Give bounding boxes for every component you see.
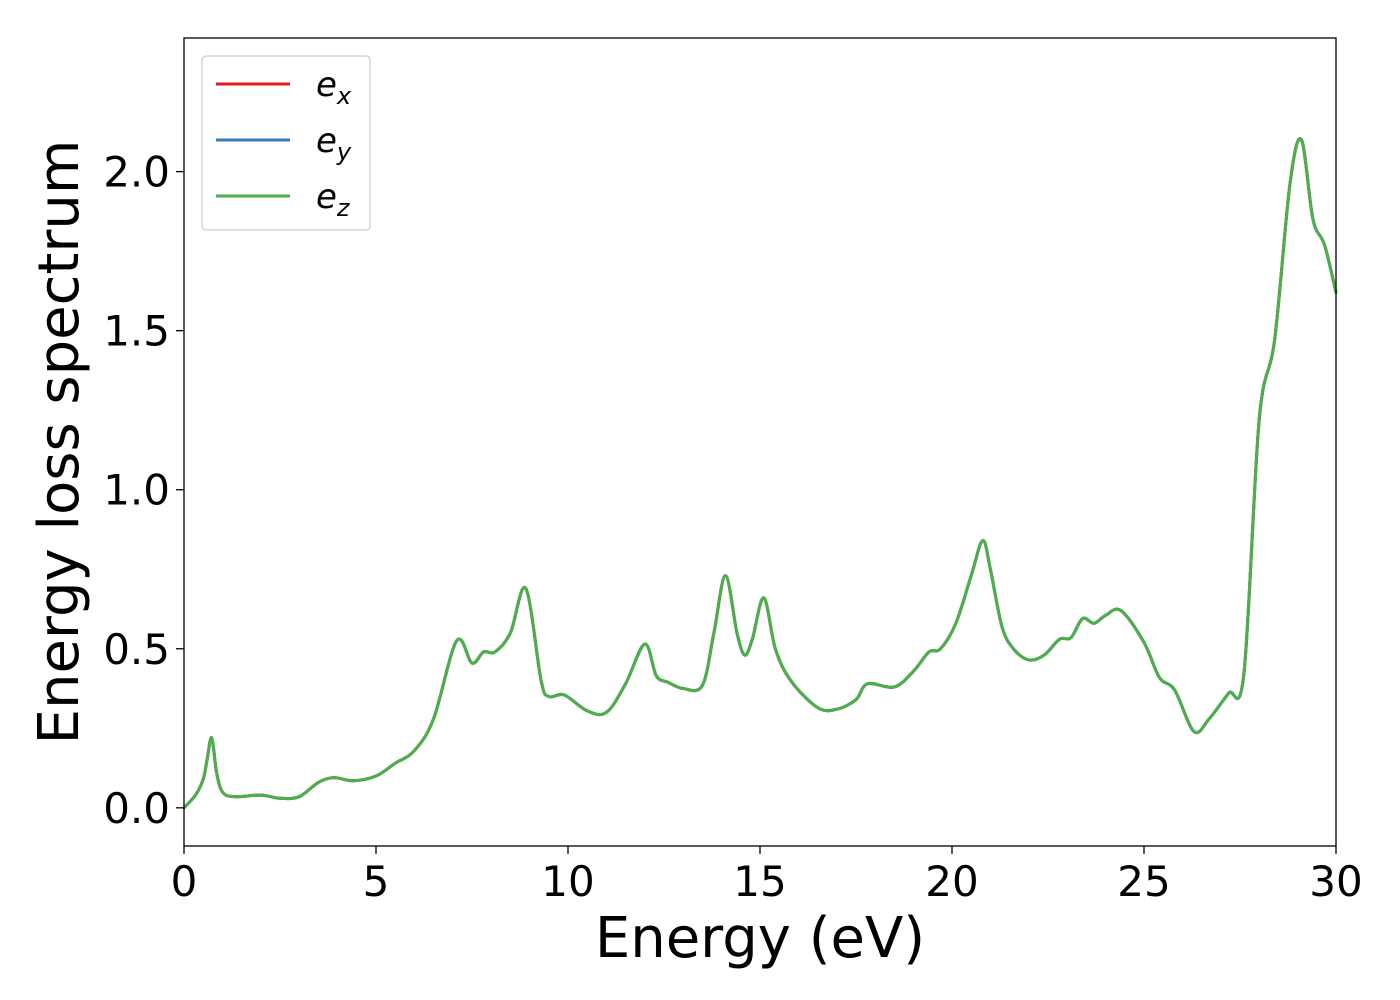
series-layer xyxy=(182,137,1338,810)
legend-box xyxy=(201,55,371,231)
y-tick-label: 1.0 xyxy=(103,466,170,515)
x-tick-label: 10 xyxy=(541,857,594,906)
x-tick-label: 30 xyxy=(1309,857,1362,906)
x-axis-title: Energy (eV) xyxy=(595,906,925,971)
legend-label-y: ey xyxy=(316,121,352,166)
y-tick-label: 2.0 xyxy=(103,148,170,197)
y-tick-label: 0.0 xyxy=(103,784,170,833)
legend: ex ey ez xyxy=(201,55,371,231)
x-tick-label: 5 xyxy=(363,857,390,906)
legend-label-x: ex xyxy=(316,65,352,110)
x-axis-ticks: 0 5 10 15 20 25 30 xyxy=(171,846,1363,906)
y-tick-label: 0.5 xyxy=(103,625,170,674)
x-tick-label: 25 xyxy=(1117,857,1170,906)
y-axis-ticks: 0.0 0.5 1.0 1.5 2.0 xyxy=(103,148,184,833)
y-axis-title: Energy loss spectrum xyxy=(27,140,92,745)
x-tick-label: 20 xyxy=(925,857,978,906)
series-line-e-z xyxy=(182,137,1338,810)
x-tick-label: 15 xyxy=(733,857,786,906)
legend-label-z: ez xyxy=(316,177,351,222)
y-tick-label: 1.5 xyxy=(103,307,170,356)
x-tick-label: 0 xyxy=(171,857,198,906)
